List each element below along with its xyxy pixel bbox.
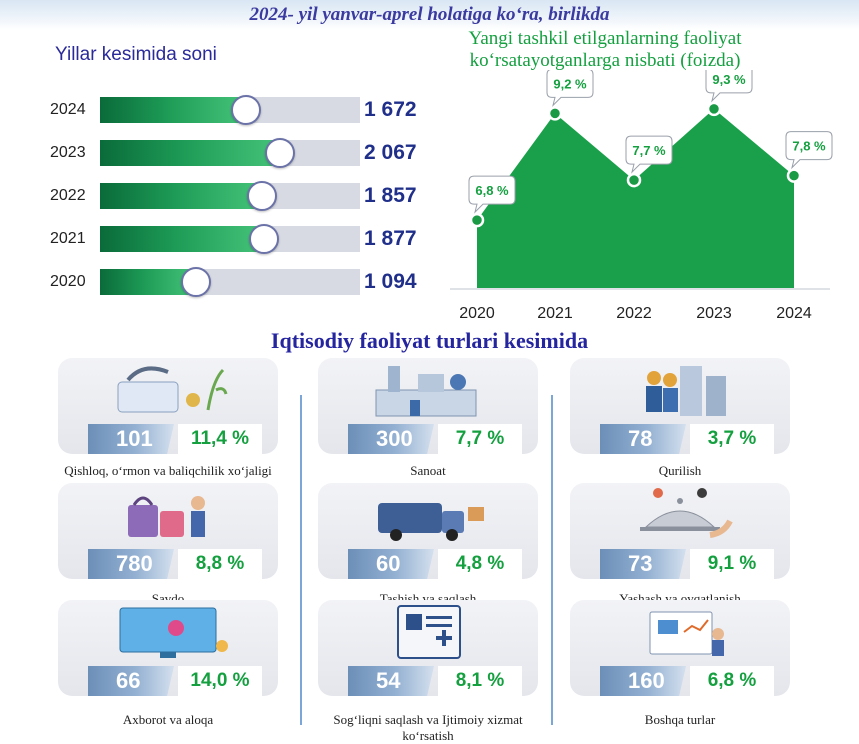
bar-fill [100, 140, 279, 166]
bar-fill [100, 183, 261, 209]
bar-fill [100, 97, 245, 123]
sector-count: 66 [88, 666, 174, 696]
area-value-label: 7,7 % [632, 143, 666, 158]
bar-track [100, 267, 360, 297]
area-x-tick-label: 2024 [776, 305, 812, 322]
sector-percent: 14,0 % [178, 666, 262, 696]
farm-robot-icon [98, 360, 238, 422]
bar-track [100, 224, 360, 254]
sector-percent: 8,8 % [178, 549, 262, 579]
bar-track [100, 181, 360, 211]
area-point [469, 212, 485, 228]
bar-knob [181, 267, 211, 297]
sector-card: 300 7,7 % [318, 358, 538, 454]
sector-percent: 11,4 % [178, 424, 262, 454]
bar-knob [249, 224, 279, 254]
bar-value-label: 2 067 [364, 141, 417, 164]
bar-chart-title: Yillar kesimida soni [55, 44, 217, 65]
sector-count: 780 [88, 549, 174, 579]
sector-label: Sanoat [410, 463, 446, 478]
bar-year-label: 2022 [50, 187, 86, 204]
area-point [626, 172, 642, 188]
sectors-title: Iqtisodiy faoliyat turlari kesimida [270, 328, 589, 353]
area-point [706, 101, 722, 117]
sector-percent: 6,8 % [690, 666, 774, 696]
area-point [786, 168, 802, 183]
sector-count: 78 [600, 424, 686, 454]
bar-track [100, 138, 360, 168]
bar-knob [265, 138, 295, 168]
sector-label: Qurilish [658, 463, 702, 478]
sector-card: 73 9,1 % [570, 483, 790, 579]
sector-count: 160 [600, 666, 686, 696]
area-x-tick-label: 2021 [537, 305, 573, 322]
bar-value-label: 1 857 [364, 184, 417, 207]
area-label-box [468, 175, 516, 214]
bar-value-label: 1 877 [364, 227, 417, 250]
sector-label: Qishloq, o‘rmon va baliqchilik xo‘jaligi [64, 463, 272, 478]
divider-right [551, 395, 553, 725]
sector-card: 160 6,8 % [570, 600, 790, 696]
area-label-box [625, 135, 673, 174]
bar-knob [247, 181, 277, 211]
bar-year-label: 2023 [50, 144, 86, 161]
divider-left [300, 395, 302, 725]
sector-card: 66 14,0 % [58, 600, 278, 696]
area-label-box [705, 70, 753, 103]
area-label-box [546, 70, 594, 107]
main-title: 2024- yil yanvar-aprel holatiga ko‘ra, b… [249, 4, 610, 25]
area-value-label: 6,8 % [475, 183, 509, 198]
factory-icon [358, 360, 498, 422]
bar-year-label: 2021 [50, 230, 86, 247]
health-card-icon [358, 602, 498, 664]
sector-label: Sog‘liqni saqlash va Ijtimoiy xizmat ko‘… [333, 712, 523, 743]
analytics-board-icon [610, 602, 750, 664]
area-value-label: 9,2 % [553, 76, 587, 91]
construction-icon [610, 360, 750, 422]
food-service-icon [610, 485, 750, 547]
sector-percent: 7,7 % [438, 424, 522, 454]
sector-count: 300 [348, 424, 434, 454]
area-x-tick-label: 2023 [696, 305, 732, 322]
sector-label: Boshqa turlar [644, 712, 716, 727]
sector-percent: 4,8 % [438, 549, 522, 579]
bar-fill [100, 226, 263, 252]
header-band [0, 0, 859, 30]
sector-percent: 9,1 % [690, 549, 774, 579]
sector-count: 54 [348, 666, 434, 696]
area-chart: 6,8 % 2020 9,2 % 2021 7,7 % 2022 9,3 % 2023 7,8 … [450, 70, 833, 322]
sector-card: 78 3,7 % [570, 358, 790, 454]
area-x-tick-label: 2020 [459, 305, 495, 322]
area-chart-title: Yangi tashkil etilganlarning faoliyat ko… [468, 28, 742, 71]
bar-year-label: 2020 [50, 273, 86, 290]
area-point [547, 106, 563, 121]
sector-card: 780 8,8 % [58, 483, 278, 579]
sector-card: 101 11,4 % [58, 358, 278, 454]
delivery-truck-icon [358, 485, 498, 547]
sector-card: 54 8,1 % [318, 600, 538, 696]
bar-knob [231, 95, 261, 125]
bar-track [100, 95, 360, 125]
sector-count: 101 [88, 424, 174, 454]
area-value-label: 9,3 % [712, 72, 746, 87]
it-monitor-icon [98, 602, 238, 664]
sector-count: 60 [348, 549, 434, 579]
area-label-box [785, 131, 833, 170]
sector-percent: 8,1 % [438, 666, 522, 696]
shopping-icon [98, 485, 238, 547]
sector-card: 60 4,8 % [318, 483, 538, 579]
sector-percent: 3,7 % [690, 424, 774, 454]
sector-label: Axborot va aloqa [122, 712, 214, 727]
area-fill [477, 108, 794, 289]
bar-value-label: 1 672 [364, 98, 417, 121]
sector-count: 73 [600, 549, 686, 579]
bar-value-label: 1 094 [364, 270, 417, 293]
area-x-tick-label: 2022 [616, 305, 652, 322]
bar-fill [100, 269, 195, 295]
area-value-label: 7,8 % [792, 139, 826, 154]
bar-year-label: 2024 [50, 101, 86, 118]
